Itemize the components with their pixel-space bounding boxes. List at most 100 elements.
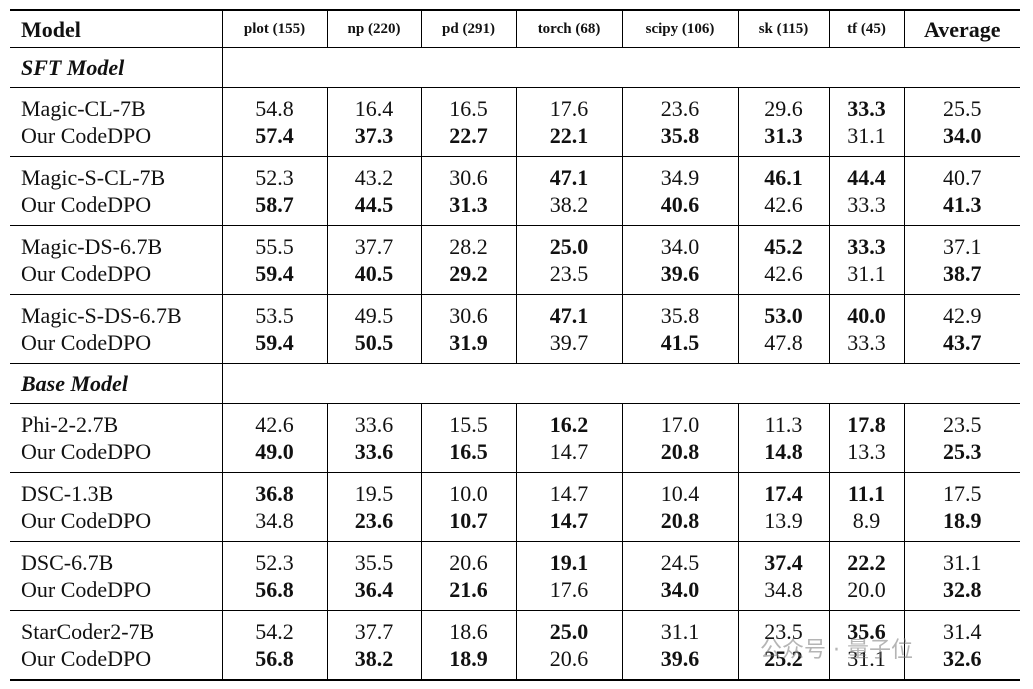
data-row: DSC-6.7B 52.3 35.5 20.6 19.1 24.5 37.4 22.2 31.1 bbox=[10, 541, 1020, 576]
data-row: Our CodeDPO 59.4 50.5 31.9 39.7 41.5 47.8 33.3 4… bbox=[10, 329, 1020, 364]
score-cell: 17.5 bbox=[903, 472, 1020, 507]
score-cell: 54.8 bbox=[221, 87, 327, 122]
score-cell: 32.6 bbox=[903, 645, 1020, 680]
model-name: Our CodeDPO bbox=[21, 439, 152, 464]
score-cell: 56.8 bbox=[221, 576, 327, 611]
score-cell: 11.3 bbox=[737, 403, 829, 438]
score-cell: 54.2 bbox=[221, 610, 327, 645]
score-cell: 59.4 bbox=[221, 260, 327, 295]
data-row: Our CodeDPO 56.8 36.4 21.6 17.6 34.0 34.8 20.0 3… bbox=[10, 576, 1020, 611]
score-cell: 34.8 bbox=[737, 576, 829, 611]
score-cell: 34.0 bbox=[621, 576, 738, 611]
section-row: Base Model bbox=[10, 363, 1020, 404]
score-cell: 38.7 bbox=[903, 260, 1020, 295]
score-cell: 19.1 bbox=[515, 541, 622, 576]
data-row: Magic-CL-7B 54.8 16.4 16.5 17.6 23.6 29.6 33.3 2… bbox=[10, 87, 1020, 122]
column-header: scipy (106) bbox=[621, 10, 738, 48]
data-row: StarCoder2-7B 54.2 37.7 18.6 25.0 31.1 23.5 35.… bbox=[10, 610, 1020, 645]
score-cell: 37.4 bbox=[737, 541, 829, 576]
score-cell: 33.3 bbox=[828, 329, 904, 364]
score-cell: 37.7 bbox=[326, 225, 421, 260]
score-cell: 42.9 bbox=[903, 294, 1020, 329]
column-header: sk (115) bbox=[737, 10, 829, 48]
data-row: Our CodeDPO 57.4 37.3 22.7 22.1 35.8 31.3 31.1 3… bbox=[10, 122, 1020, 157]
data-row: Magic-S-CL-7B 52.3 43.2 30.6 47.1 34.9 46.1 44.… bbox=[10, 156, 1020, 191]
score-cell: 23.5 bbox=[737, 610, 829, 645]
column-header: pd (291) bbox=[420, 10, 516, 48]
score-cell: 37.3 bbox=[326, 122, 421, 157]
model-name: StarCoder2-7B bbox=[21, 619, 155, 644]
score-cell: 17.4 bbox=[737, 472, 829, 507]
score-cell: 16.5 bbox=[420, 87, 516, 122]
score-cell: 25.2 bbox=[737, 645, 829, 680]
results-table: Model plot (155) np (220) pd (291) torch (68… bbox=[10, 9, 1020, 681]
score-cell: 31.1 bbox=[828, 122, 904, 157]
score-cell: 42.6 bbox=[737, 191, 829, 226]
score-cell: 38.2 bbox=[326, 645, 421, 680]
model-name: Our CodeDPO bbox=[21, 123, 152, 148]
score-cell: 40.5 bbox=[326, 260, 421, 295]
score-cell: 22.1 bbox=[515, 122, 622, 157]
score-cell: 31.1 bbox=[828, 260, 904, 295]
model-name: Our CodeDPO bbox=[21, 192, 152, 217]
score-cell: 14.7 bbox=[515, 438, 622, 473]
model-name: Magic-S-DS-6.7B bbox=[21, 303, 182, 328]
section-spacer bbox=[221, 363, 1020, 404]
score-cell: 10.4 bbox=[621, 472, 738, 507]
score-cell: 34.8 bbox=[221, 507, 327, 542]
data-row: Our CodeDPO 58.7 44.5 31.3 38.2 40.6 42.6 33.3 4… bbox=[10, 191, 1020, 226]
score-cell: 30.6 bbox=[420, 156, 516, 191]
score-cell: 47.1 bbox=[515, 294, 622, 329]
score-cell: 56.8 bbox=[221, 645, 327, 680]
header-row: Model plot (155) np (220) pd (291) torch (68… bbox=[10, 10, 1020, 48]
section-title: Base Model bbox=[21, 371, 128, 396]
model-name: Magic-DS-6.7B bbox=[21, 234, 163, 259]
score-cell: 39.6 bbox=[621, 645, 738, 680]
section-row: SFT Model bbox=[10, 47, 1020, 88]
score-cell: 31.3 bbox=[737, 122, 829, 157]
column-header: torch (68) bbox=[515, 10, 622, 48]
score-cell: 28.2 bbox=[420, 225, 516, 260]
score-cell: 43.7 bbox=[903, 329, 1020, 364]
score-cell: 39.6 bbox=[621, 260, 738, 295]
data-row: Our CodeDPO 56.8 38.2 18.9 20.6 39.6 25.2 31.1 3… bbox=[10, 645, 1020, 680]
score-cell: 20.8 bbox=[621, 507, 738, 542]
model-name: Our CodeDPO bbox=[21, 577, 152, 602]
score-cell: 34.0 bbox=[621, 225, 738, 260]
score-cell: 34.0 bbox=[903, 122, 1020, 157]
score-cell: 57.4 bbox=[221, 122, 327, 157]
score-cell: 25.0 bbox=[515, 610, 622, 645]
score-cell: 14.7 bbox=[515, 507, 622, 542]
score-cell: 22.2 bbox=[828, 541, 904, 576]
column-header: tf (45) bbox=[828, 10, 904, 48]
score-cell: 33.3 bbox=[828, 225, 904, 260]
score-cell: 10.7 bbox=[420, 507, 516, 542]
score-cell: 33.6 bbox=[326, 438, 421, 473]
score-cell: 31.1 bbox=[828, 645, 904, 680]
score-cell: 31.9 bbox=[420, 329, 516, 364]
score-cell: 42.6 bbox=[737, 260, 829, 295]
score-cell: 35.8 bbox=[621, 294, 738, 329]
model-name: Phi-2-2.7B bbox=[21, 412, 119, 437]
score-cell: 15.5 bbox=[420, 403, 516, 438]
column-header: Model bbox=[21, 16, 81, 42]
score-cell: 49.5 bbox=[326, 294, 421, 329]
score-cell: 18.6 bbox=[420, 610, 516, 645]
score-cell: 17.0 bbox=[621, 403, 738, 438]
column-header: plot (155) bbox=[221, 10, 327, 48]
score-cell: 11.1 bbox=[828, 472, 904, 507]
score-cell: 24.5 bbox=[621, 541, 738, 576]
score-cell: 49.0 bbox=[221, 438, 327, 473]
data-row: Phi-2-2.7B 42.6 33.6 15.5 16.2 17.0 11.3 17.8 23… bbox=[10, 403, 1020, 438]
section-spacer bbox=[221, 47, 1020, 88]
data-row: Our CodeDPO 49.0 33.6 16.5 14.7 20.8 14.8 13.3 2… bbox=[10, 438, 1020, 473]
score-cell: 34.9 bbox=[621, 156, 738, 191]
score-cell: 55.5 bbox=[221, 225, 327, 260]
score-cell: 16.5 bbox=[420, 438, 516, 473]
score-cell: 20.8 bbox=[621, 438, 738, 473]
score-cell: 35.8 bbox=[621, 122, 738, 157]
score-cell: 46.1 bbox=[737, 156, 829, 191]
score-cell: 31.4 bbox=[903, 610, 1020, 645]
score-cell: 41.3 bbox=[903, 191, 1020, 226]
